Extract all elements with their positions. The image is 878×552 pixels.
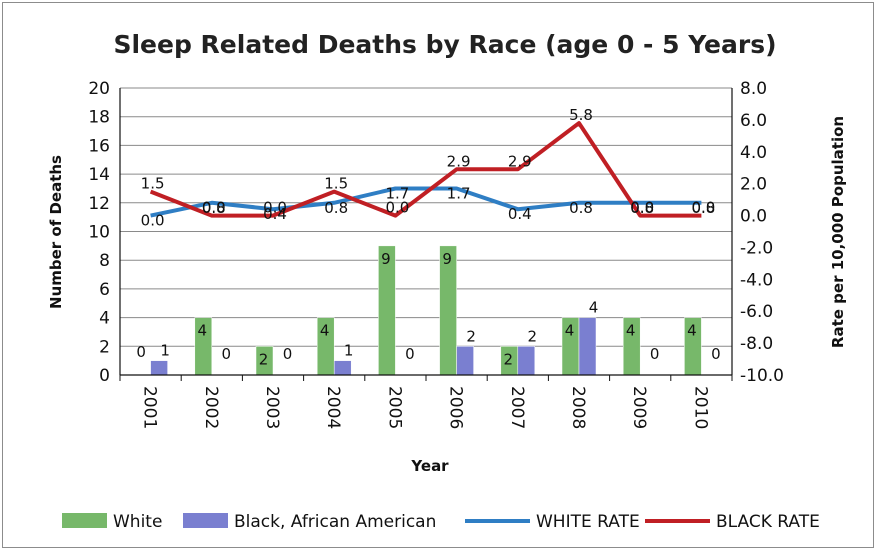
y-tick-label: 0 — [99, 366, 110, 386]
y-tick-label: 6 — [99, 280, 110, 300]
bar-label-white: 4 — [687, 322, 697, 340]
legend-label: Black, African American — [234, 512, 436, 532]
tick-labels: 02468101214161820-10.0-8.0-6.0-4.0-2.00.… — [88, 79, 784, 429]
bar-label-black: 0 — [650, 345, 660, 363]
rate-label-white: 0.8 — [691, 199, 715, 217]
rate-label-black: 0.0 — [630, 199, 654, 217]
rate-label-white: 0.8 — [569, 199, 593, 217]
rate-label-white: 0.8 — [324, 199, 348, 217]
y2-tick-label: 8.0 — [740, 79, 767, 99]
y-tick-label: 12 — [88, 194, 110, 214]
bars — [150, 245, 702, 376]
rate-label-white: 0.4 — [508, 205, 532, 223]
bar-label-white: 4 — [320, 322, 330, 340]
rate-label-black: 1.5 — [324, 175, 348, 193]
legend-label: WHITE RATE — [536, 512, 640, 532]
axes — [119, 88, 733, 381]
rate-label-black: 2.9 — [447, 152, 471, 170]
y2-tick-label: 2.0 — [740, 175, 767, 195]
legend-label: BLACK RATE — [716, 512, 820, 532]
rate-label-black: 0.0 — [263, 199, 287, 217]
legend-label: White — [113, 512, 162, 532]
x-tick-label: 2010 — [690, 386, 710, 429]
bar-label-white: 4 — [626, 322, 636, 340]
x-tick-label: 2003 — [262, 386, 282, 429]
y2-tick-label: -4.0 — [740, 270, 773, 290]
rate-label-black: 0.0 — [691, 199, 715, 217]
rate-label-black: 1.5 — [141, 175, 165, 193]
y-tick-label: 10 — [88, 223, 110, 243]
y-tick-label: 18 — [88, 108, 110, 128]
bar-black — [517, 346, 536, 376]
bar-label-black: 1 — [160, 342, 170, 360]
bar-label-black: 2 — [528, 327, 538, 345]
legend: White Black, African American WHITE RATE BL… — [62, 512, 820, 532]
rate-label-black: 2.9 — [508, 152, 532, 170]
bar-black — [150, 360, 168, 376]
y2-tick-label: 4.0 — [740, 143, 767, 163]
bar-label-white: 2 — [504, 350, 514, 368]
rate-label-white: 0.4 — [263, 205, 287, 223]
rate-label-white: 1.7 — [385, 184, 409, 202]
bar-label-white: 4 — [198, 322, 208, 340]
x-tick-label: 2001 — [140, 386, 160, 429]
y2-tick-label: -6.0 — [740, 302, 773, 322]
bar-label-black: 0 — [283, 345, 293, 363]
line-black-rate — [149, 121, 702, 218]
x-tick-label: 2005 — [384, 386, 404, 429]
bar-black — [578, 317, 597, 376]
x-tick-label: 2009 — [629, 386, 649, 429]
bar-label-white: 9 — [442, 250, 452, 268]
bar-label-white: 2 — [259, 350, 269, 368]
y2-axis-title: Rate per 10,000 Population — [829, 116, 847, 348]
rate-label-white: 0.8 — [202, 199, 226, 217]
bar-label-black: 0 — [711, 345, 721, 363]
y-tick-label: 16 — [88, 136, 110, 156]
bar-black — [456, 346, 474, 376]
y2-tick-label: 0.0 — [740, 207, 767, 227]
bar-black — [333, 360, 352, 376]
y-tick-label: 2 — [99, 337, 110, 357]
rate-label-black: 0.0 — [385, 199, 409, 217]
rate-label-white: 0.0 — [141, 212, 165, 230]
rate-label-black: 5.8 — [569, 106, 593, 124]
x-tick-label: 2004 — [323, 386, 343, 429]
line-white-rate — [150, 186, 702, 218]
bar-label-black: 0 — [405, 345, 415, 363]
bar-label-white: 0 — [136, 343, 146, 361]
rate-lines — [149, 121, 702, 218]
bar-label-white: 4 — [565, 322, 575, 340]
y2-tick-label: -10.0 — [740, 366, 784, 386]
bar-label-black: 0 — [222, 345, 232, 363]
y-axis-title: Number of Deaths — [47, 155, 65, 309]
x-axis-title: Year — [410, 457, 449, 475]
y2-tick-label: 6.0 — [740, 111, 767, 131]
bar-label-black: 4 — [589, 299, 599, 317]
bar-label-white: 9 — [381, 250, 391, 268]
bar-label-black: 1 — [344, 342, 354, 360]
x-tick-label: 2002 — [201, 386, 221, 429]
rate-label-white: 0.8 — [630, 199, 654, 217]
y-tick-label: 14 — [88, 165, 110, 185]
chart-title: Sleep Related Deaths by Race (age 0 - 5 … — [113, 30, 776, 59]
y2-tick-label: -2.0 — [740, 238, 773, 258]
rate-label-black: 0.0 — [202, 199, 226, 217]
y2-tick-label: -8.0 — [740, 334, 773, 354]
legend-swatch — [183, 513, 228, 528]
x-tick-label: 2008 — [568, 386, 588, 429]
x-tick-label: 2007 — [507, 386, 527, 429]
legend-swatch — [62, 513, 107, 528]
y-tick-label: 4 — [99, 309, 110, 329]
y-tick-label: 20 — [88, 79, 110, 99]
y-tick-label: 8 — [99, 251, 110, 271]
x-tick-label: 2006 — [446, 386, 466, 429]
bar-label-black: 2 — [466, 327, 476, 345]
rate-label-white: 1.7 — [447, 184, 471, 202]
